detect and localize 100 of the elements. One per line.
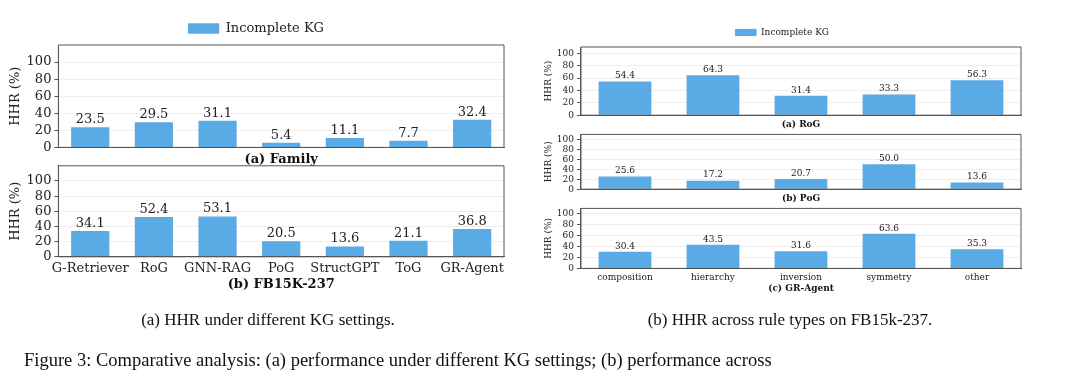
data-label: 31.1 [203,104,233,120]
x-tick-label: RoG [139,259,168,275]
bar [862,94,916,115]
bar [598,251,652,268]
data-label: 11.1 [330,121,360,137]
bar [389,240,428,257]
bar [598,176,652,189]
text: (a) HHR under different KG settings. [140,310,396,330]
x-axis-title: (b) PoG [781,192,821,203]
y-tick-label: 20 [562,97,575,108]
y-tick-label: 40 [562,163,575,174]
y-tick-label: 60 [562,72,575,83]
data-label: 52.4 [139,200,169,216]
y-tick-label: 20 [562,173,575,184]
bar [71,230,110,257]
bar [950,249,1004,268]
data-label: 29.5 [139,106,169,122]
legend-label: Incomplete KG [761,26,830,37]
x-axis-title: (a) Family [244,150,319,166]
bar [262,142,301,147]
bar [71,127,110,147]
y-axis-title: HHR (%) [7,181,23,241]
caption: Figure 3: Comparative analysis: (a) performance under different KG settings; (b) performance across [24,350,773,371]
data-label: 21.1 [394,224,423,240]
y-tick-label: 0 [43,138,52,154]
bar [686,180,740,189]
y-tick-label: 0 [568,183,575,194]
y-tick-label: 80 [562,219,575,230]
bar [453,228,492,257]
data-label: 63.6 [878,222,900,233]
x-tick-label: GR-Agent [440,259,505,275]
y-tick-label: 80 [562,143,575,154]
y-tick-label: 80 [562,59,575,70]
bar [686,75,740,115]
bar [862,233,916,268]
data-label: 25.6 [614,165,636,176]
bar [774,95,828,115]
x-tick-label: GNN-RAG [184,259,252,275]
y-axis-title: HHR (%) [542,141,553,183]
data-label: 56.3 [966,69,988,80]
data-label: 32.4 [457,103,487,119]
y-tick-label: 100 [26,53,52,69]
data-label: 53.1 [203,200,233,216]
data-label: 7.7 [398,124,419,140]
x-axis-title: (a) RoG [781,118,821,129]
bar [862,164,916,189]
text: (b) HHR across rule types on FB15k-237. [646,310,934,330]
bar [686,244,740,268]
data-label: 50.0 [878,153,900,164]
y-tick-label: 100 [556,208,575,219]
data-label: 35.3 [966,237,988,248]
y-axis-title: HHR (%) [7,66,23,126]
data-label: 13.6 [966,171,988,182]
data-label: 34.1 [75,214,105,230]
x-tick-label: hierarchy [691,272,736,283]
y-tick-label: 40 [562,240,575,251]
y-tick-label: 100 [26,172,52,188]
x-tick-label: inversion [779,272,823,283]
x-tick-label: ToG [395,259,422,275]
bar [950,182,1004,189]
x-tick-label: symmetry [866,272,913,283]
data-label: 33.3 [878,83,900,94]
x-axis-title: (c) GR-Agent [768,282,835,293]
y-tick-label: 0 [568,109,575,120]
data-label: 54.4 [614,70,636,81]
data-label: 5.4 [270,126,292,142]
data-label: 20.5 [266,225,296,241]
bar [389,140,428,147]
y-tick-label: 40 [562,84,575,95]
y-tick-label: 60 [562,230,575,241]
bar [325,246,364,257]
y-tick-label: 80 [34,187,52,203]
bar [774,251,828,268]
y-tick-label: 60 [34,202,52,218]
y-tick-label: 100 [556,47,575,58]
y-tick-label: 40 [34,104,52,120]
bar [198,216,237,257]
x-tick-label: composition [597,272,653,283]
x-axis-title: (b) FB15K-237 [227,275,335,291]
y-tick-label: 0 [43,248,52,264]
bar [598,81,652,115]
y-tick-label: 20 [34,121,52,137]
x-tick-label: G-Retriever [51,259,130,275]
y-tick-label: 60 [34,87,52,103]
y-tick-label: 40 [34,217,52,233]
data-label: 17.2 [702,169,724,180]
y-tick-label: 100 [556,133,575,144]
y-axis-title: HHR (%) [542,60,553,102]
legend-label: Incomplete KG [225,19,324,35]
y-tick-label: 80 [34,70,52,86]
bar [325,137,364,147]
data-label: 36.8 [457,212,487,228]
bar [198,120,237,147]
bar [774,178,828,189]
y-tick-label: 0 [568,262,575,273]
data-label: 64.3 [702,64,724,75]
x-tick-label: StructGPT [310,259,380,275]
bar [262,241,301,257]
x-tick-label: PoG [267,259,295,275]
bar [950,80,1004,115]
